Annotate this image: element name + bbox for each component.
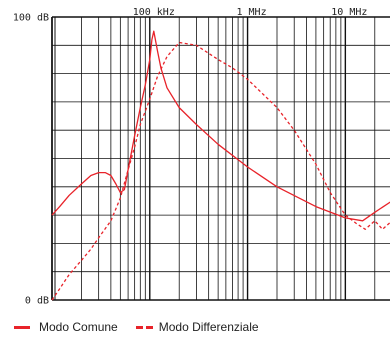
chart-curves xyxy=(51,30,390,301)
chart-grid xyxy=(51,16,390,301)
legend-item-differential: Modo Differenziale xyxy=(135,320,259,334)
x-tick-label: 1 MHz xyxy=(237,7,267,18)
legend: Modo Comune Modo Differenziale xyxy=(14,320,277,334)
x-tick-label: 10 MHz xyxy=(331,7,367,18)
series-line-modo-comune xyxy=(51,30,390,222)
series-line-modo-differenziale xyxy=(51,41,390,301)
y-tick-label: 0 dB xyxy=(25,296,49,307)
y-tick-label: 100 dB xyxy=(13,13,49,24)
legend-swatch-solid xyxy=(14,325,30,329)
x-tick-label: 100 kHz xyxy=(133,7,175,18)
legend-label-common: Modo Comune xyxy=(39,320,118,334)
legend-item-common: Modo Comune xyxy=(14,320,118,334)
axis-ticks: 100 dB 0 dB 100 kHz 1 MHz 10 MHz xyxy=(13,7,368,307)
legend-swatch-dashed xyxy=(135,325,153,329)
legend-label-differential: Modo Differenziale xyxy=(158,320,259,334)
